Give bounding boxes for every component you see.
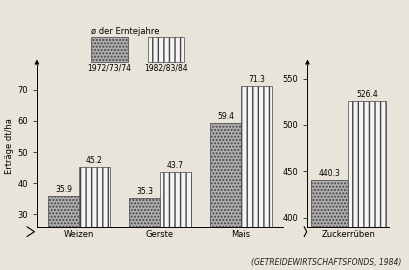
Text: 59.4: 59.4 <box>216 112 234 121</box>
Text: 71.3: 71.3 <box>247 75 264 84</box>
Bar <box>210 123 240 227</box>
Text: 526.4: 526.4 <box>355 90 377 99</box>
Bar <box>160 172 190 227</box>
Bar <box>147 37 184 62</box>
Text: 1982/83/84: 1982/83/84 <box>144 63 187 72</box>
Bar <box>310 180 348 227</box>
Text: 43.7: 43.7 <box>166 161 183 170</box>
Bar <box>48 196 79 227</box>
Bar <box>91 37 128 62</box>
Text: 35.3: 35.3 <box>136 187 153 196</box>
Y-axis label: Erträge dt/ha: Erträge dt/ha <box>5 118 14 174</box>
Bar <box>348 100 385 227</box>
Text: 1972/73/74: 1972/73/74 <box>87 63 131 72</box>
Bar <box>129 198 160 227</box>
Text: 45.2: 45.2 <box>85 156 103 165</box>
Text: 35.9: 35.9 <box>55 185 72 194</box>
Text: (GETREIDEWIRTSCHAFTSFONDS, 1984): (GETREIDEWIRTSCHAFTSFONDS, 1984) <box>251 258 401 267</box>
Bar <box>240 86 271 227</box>
Bar <box>79 167 109 227</box>
Text: 440.3: 440.3 <box>318 169 340 178</box>
Text: ø der Erntejahre: ø der Erntejahre <box>91 27 159 36</box>
